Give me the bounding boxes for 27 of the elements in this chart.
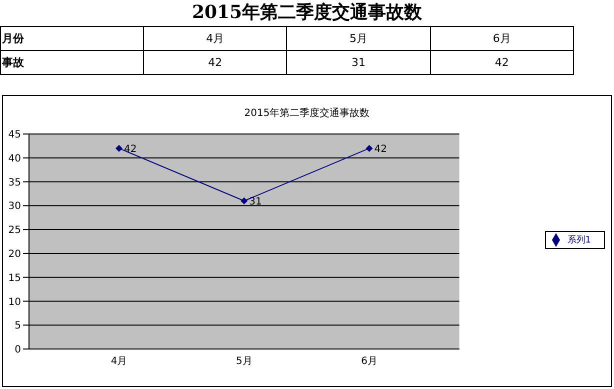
text: 2015年第二季度交通事故数 — [190, 1, 424, 25]
chart-title: 2015年第二季度交通事故数 — [243, 106, 371, 120]
x-tick-label: 4月 — [110, 356, 128, 368]
data-label: 42 — [430, 50, 574, 74]
data-label: 42 — [144, 50, 287, 74]
y-tick-label: 40 — [8, 153, 21, 164]
text: 月份 — [0, 26, 144, 50]
y-tick-label: 25 — [8, 225, 21, 236]
category-label: 4月 — [144, 26, 287, 50]
x-tick-label: 6月 — [361, 356, 378, 368]
y-tick-label: 0 — [14, 344, 21, 356]
legend-label: 系列1 — [567, 235, 591, 246]
category-label: 6月 — [430, 26, 574, 50]
data-label: 42 — [374, 144, 387, 155]
data-label: 31 — [249, 196, 262, 208]
y-tick-label: 20 — [8, 248, 21, 260]
y-tick-label: 10 — [8, 296, 21, 308]
y-tick-label: 15 — [8, 272, 21, 284]
data-label: 42 — [124, 144, 137, 155]
y-tick-label: 5 — [14, 320, 21, 332]
y-tick-label: 45 — [8, 130, 21, 141]
category-label: 5月 — [286, 26, 430, 50]
y-tick-label: 35 — [8, 177, 21, 188]
text: 事故 — [0, 50, 144, 74]
x-tick-label: 5月 — [236, 356, 252, 368]
y-tick-label: 30 — [8, 201, 21, 212]
data-label: 31 — [286, 50, 430, 74]
